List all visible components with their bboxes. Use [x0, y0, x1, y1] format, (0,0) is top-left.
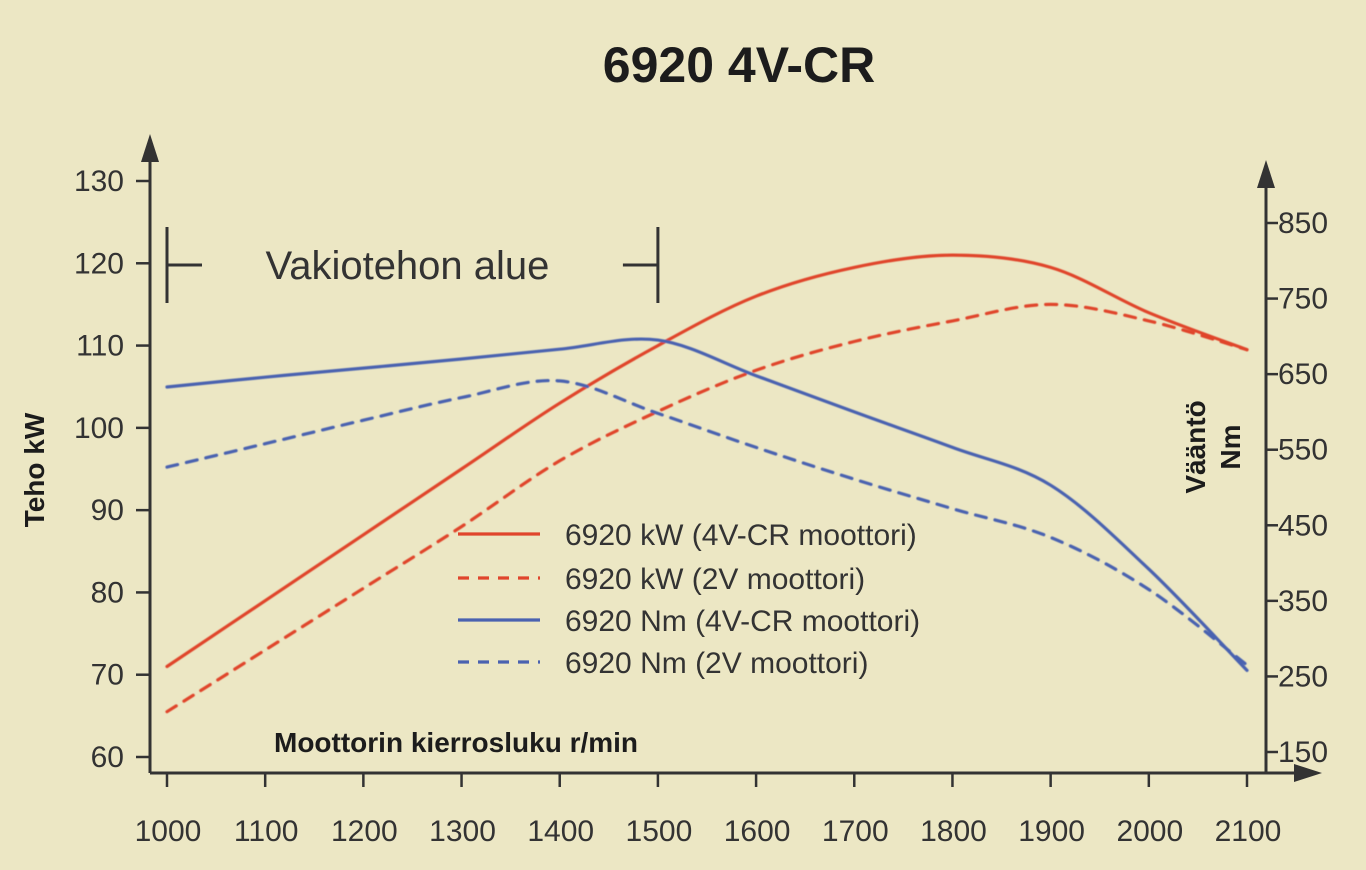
series-lines	[165, 253, 1249, 714]
y-left-tick-label: 110	[76, 330, 124, 363]
series-kw-4v-cr-line	[165, 253, 1249, 669]
y-left-tick-label: 120	[74, 247, 124, 280]
y-axis-left-label: Teho kW	[19, 412, 50, 527]
chart-title: 6920 4V-CR	[603, 37, 875, 93]
x-tick-label: 1500	[626, 815, 693, 848]
y-left-tick-label: 80	[91, 576, 124, 609]
y-right-tick-label: 150	[1278, 736, 1328, 769]
band-label: Vakiotehon alue	[265, 244, 549, 288]
y-right-tick-label: 850	[1278, 207, 1328, 240]
legend-label-kw-2v-line: 6920 kW (2V moottori)	[565, 563, 865, 596]
x-tick-label: 2100	[1215, 815, 1282, 848]
x-axis-ticks: 1000 1100 1200 1300 1400 1500 1600 1700 1800 1900…	[135, 773, 1282, 848]
x-tick-label: 1300	[429, 815, 496, 848]
axes	[141, 134, 1322, 782]
series-nm-2v-line	[165, 378, 1249, 667]
y-right-tick-label: 550	[1278, 434, 1328, 467]
x-tick-label: 1800	[920, 815, 987, 848]
y-right-tick-label: 350	[1278, 585, 1328, 618]
x-tick-label: 2000	[1116, 815, 1183, 848]
series-nm-4v-cr-line	[165, 337, 1249, 672]
x-axis-label: Moottorin kierrosluku r/min	[274, 727, 638, 758]
x-tick-label: 1000	[135, 815, 202, 848]
y-left-tick-label: 60	[91, 741, 124, 774]
legend-label-kw-4v-cr-line: 6920 kW (4V-CR moottori)	[565, 519, 917, 552]
x-tick-label: 1400	[527, 815, 594, 848]
y-axis-right-arrow	[1257, 160, 1275, 188]
legend-label-nm-4v-cr-line: 6920 Nm (4V-CR moottori)	[565, 605, 920, 638]
x-tick-label: 1700	[822, 815, 889, 848]
y-axis-right-label-line2: Nm	[1215, 424, 1246, 469]
y-right-tick-label: 650	[1278, 358, 1328, 391]
legend: 6920 kW (4V-CR moottori) 6920 kW (2V moot…	[458, 519, 920, 680]
x-tick-label: 1100	[234, 815, 299, 848]
y-right-tick-label: 250	[1278, 660, 1328, 693]
x-tick-label: 1600	[724, 815, 791, 848]
x-tick-label: 1900	[1018, 815, 1085, 848]
y-left-tick-label: 100	[74, 412, 124, 445]
left-axis-ticks: 60 70 80 90 100 110 120 130	[74, 165, 150, 774]
y-left-tick-label: 70	[91, 659, 124, 692]
legend-label-nm-2v-line: 6920 Nm (2V moottori)	[565, 647, 868, 680]
y-left-tick-label: 90	[91, 494, 124, 527]
y-left-tick-label: 130	[74, 165, 124, 198]
series-kw-2v-line	[165, 302, 1249, 714]
y-right-tick-label: 750	[1278, 283, 1328, 316]
right-axis-ticks: 150 250 350 450 550 650 750 850	[1266, 207, 1328, 769]
y-axis-right-label-line1: Vääntö	[1180, 400, 1211, 493]
y-axis-left-arrow	[141, 134, 159, 162]
x-axis-arrow	[1294, 764, 1322, 782]
x-tick-label: 1200	[331, 815, 398, 848]
y-right-tick-label: 450	[1278, 509, 1328, 542]
constant-power-band: Vakiotehon alue	[165, 227, 660, 303]
